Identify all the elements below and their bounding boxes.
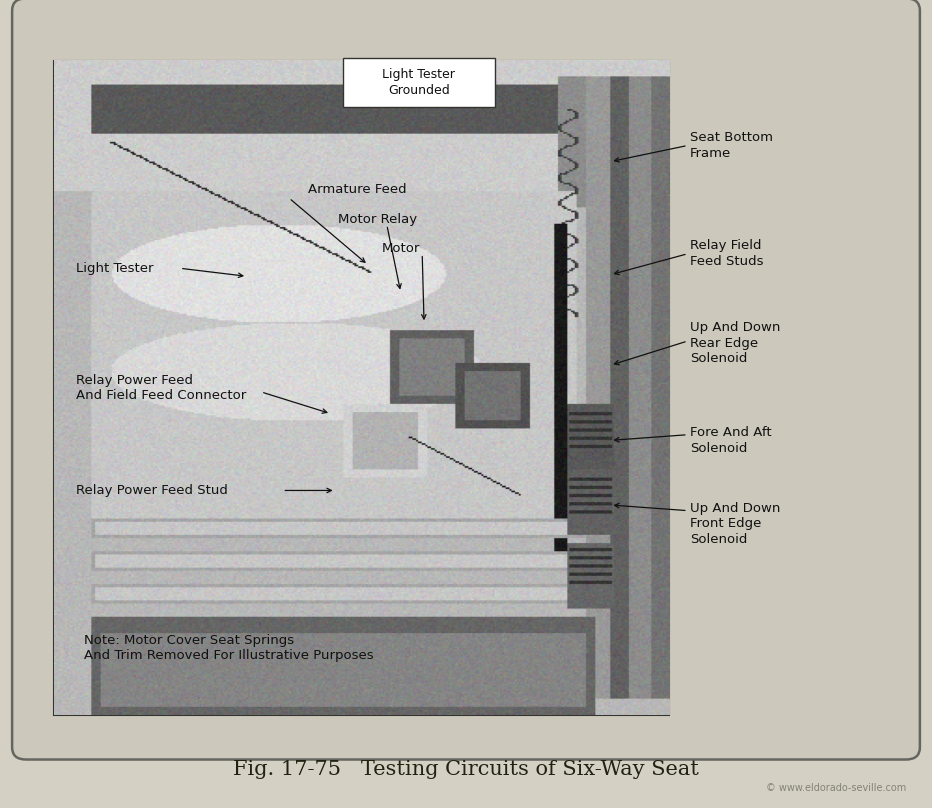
Text: Up And Down
Front Edge
Solenoid: Up And Down Front Edge Solenoid	[690, 502, 780, 545]
FancyBboxPatch shape	[343, 58, 495, 107]
Text: Relay Power Feed
And Field Feed Connector: Relay Power Feed And Field Feed Connecto…	[76, 373, 247, 402]
Text: Fore And Aft
Solenoid: Fore And Aft Solenoid	[690, 426, 772, 455]
Text: Armature Feed: Armature Feed	[308, 183, 406, 196]
Text: Fig. 17-75   Testing Circuits of Six-Way Seat: Fig. 17-75 Testing Circuits of Six-Way S…	[233, 760, 699, 779]
Text: Note: Motor Cover Seat Springs
And Trim Removed For Illustrative Purposes: Note: Motor Cover Seat Springs And Trim …	[84, 633, 374, 663]
Text: © www.eldorado-seville.com: © www.eldorado-seville.com	[766, 784, 906, 793]
Text: Motor Relay: Motor Relay	[338, 213, 418, 226]
Bar	[54, 61, 669, 715]
Text: Relay Power Feed Stud: Relay Power Feed Stud	[76, 484, 228, 497]
Text: Light Tester: Light Tester	[76, 262, 154, 275]
Text: Seat Bottom
Frame: Seat Bottom Frame	[690, 131, 773, 160]
Text: Relay Field
Feed Studs: Relay Field Feed Studs	[690, 239, 763, 268]
Text: Up And Down
Rear Edge
Solenoid: Up And Down Rear Edge Solenoid	[690, 322, 780, 365]
Text: Light Tester
Grounded: Light Tester Grounded	[382, 68, 456, 97]
Text: Motor: Motor	[382, 242, 420, 255]
FancyBboxPatch shape	[12, 0, 920, 760]
